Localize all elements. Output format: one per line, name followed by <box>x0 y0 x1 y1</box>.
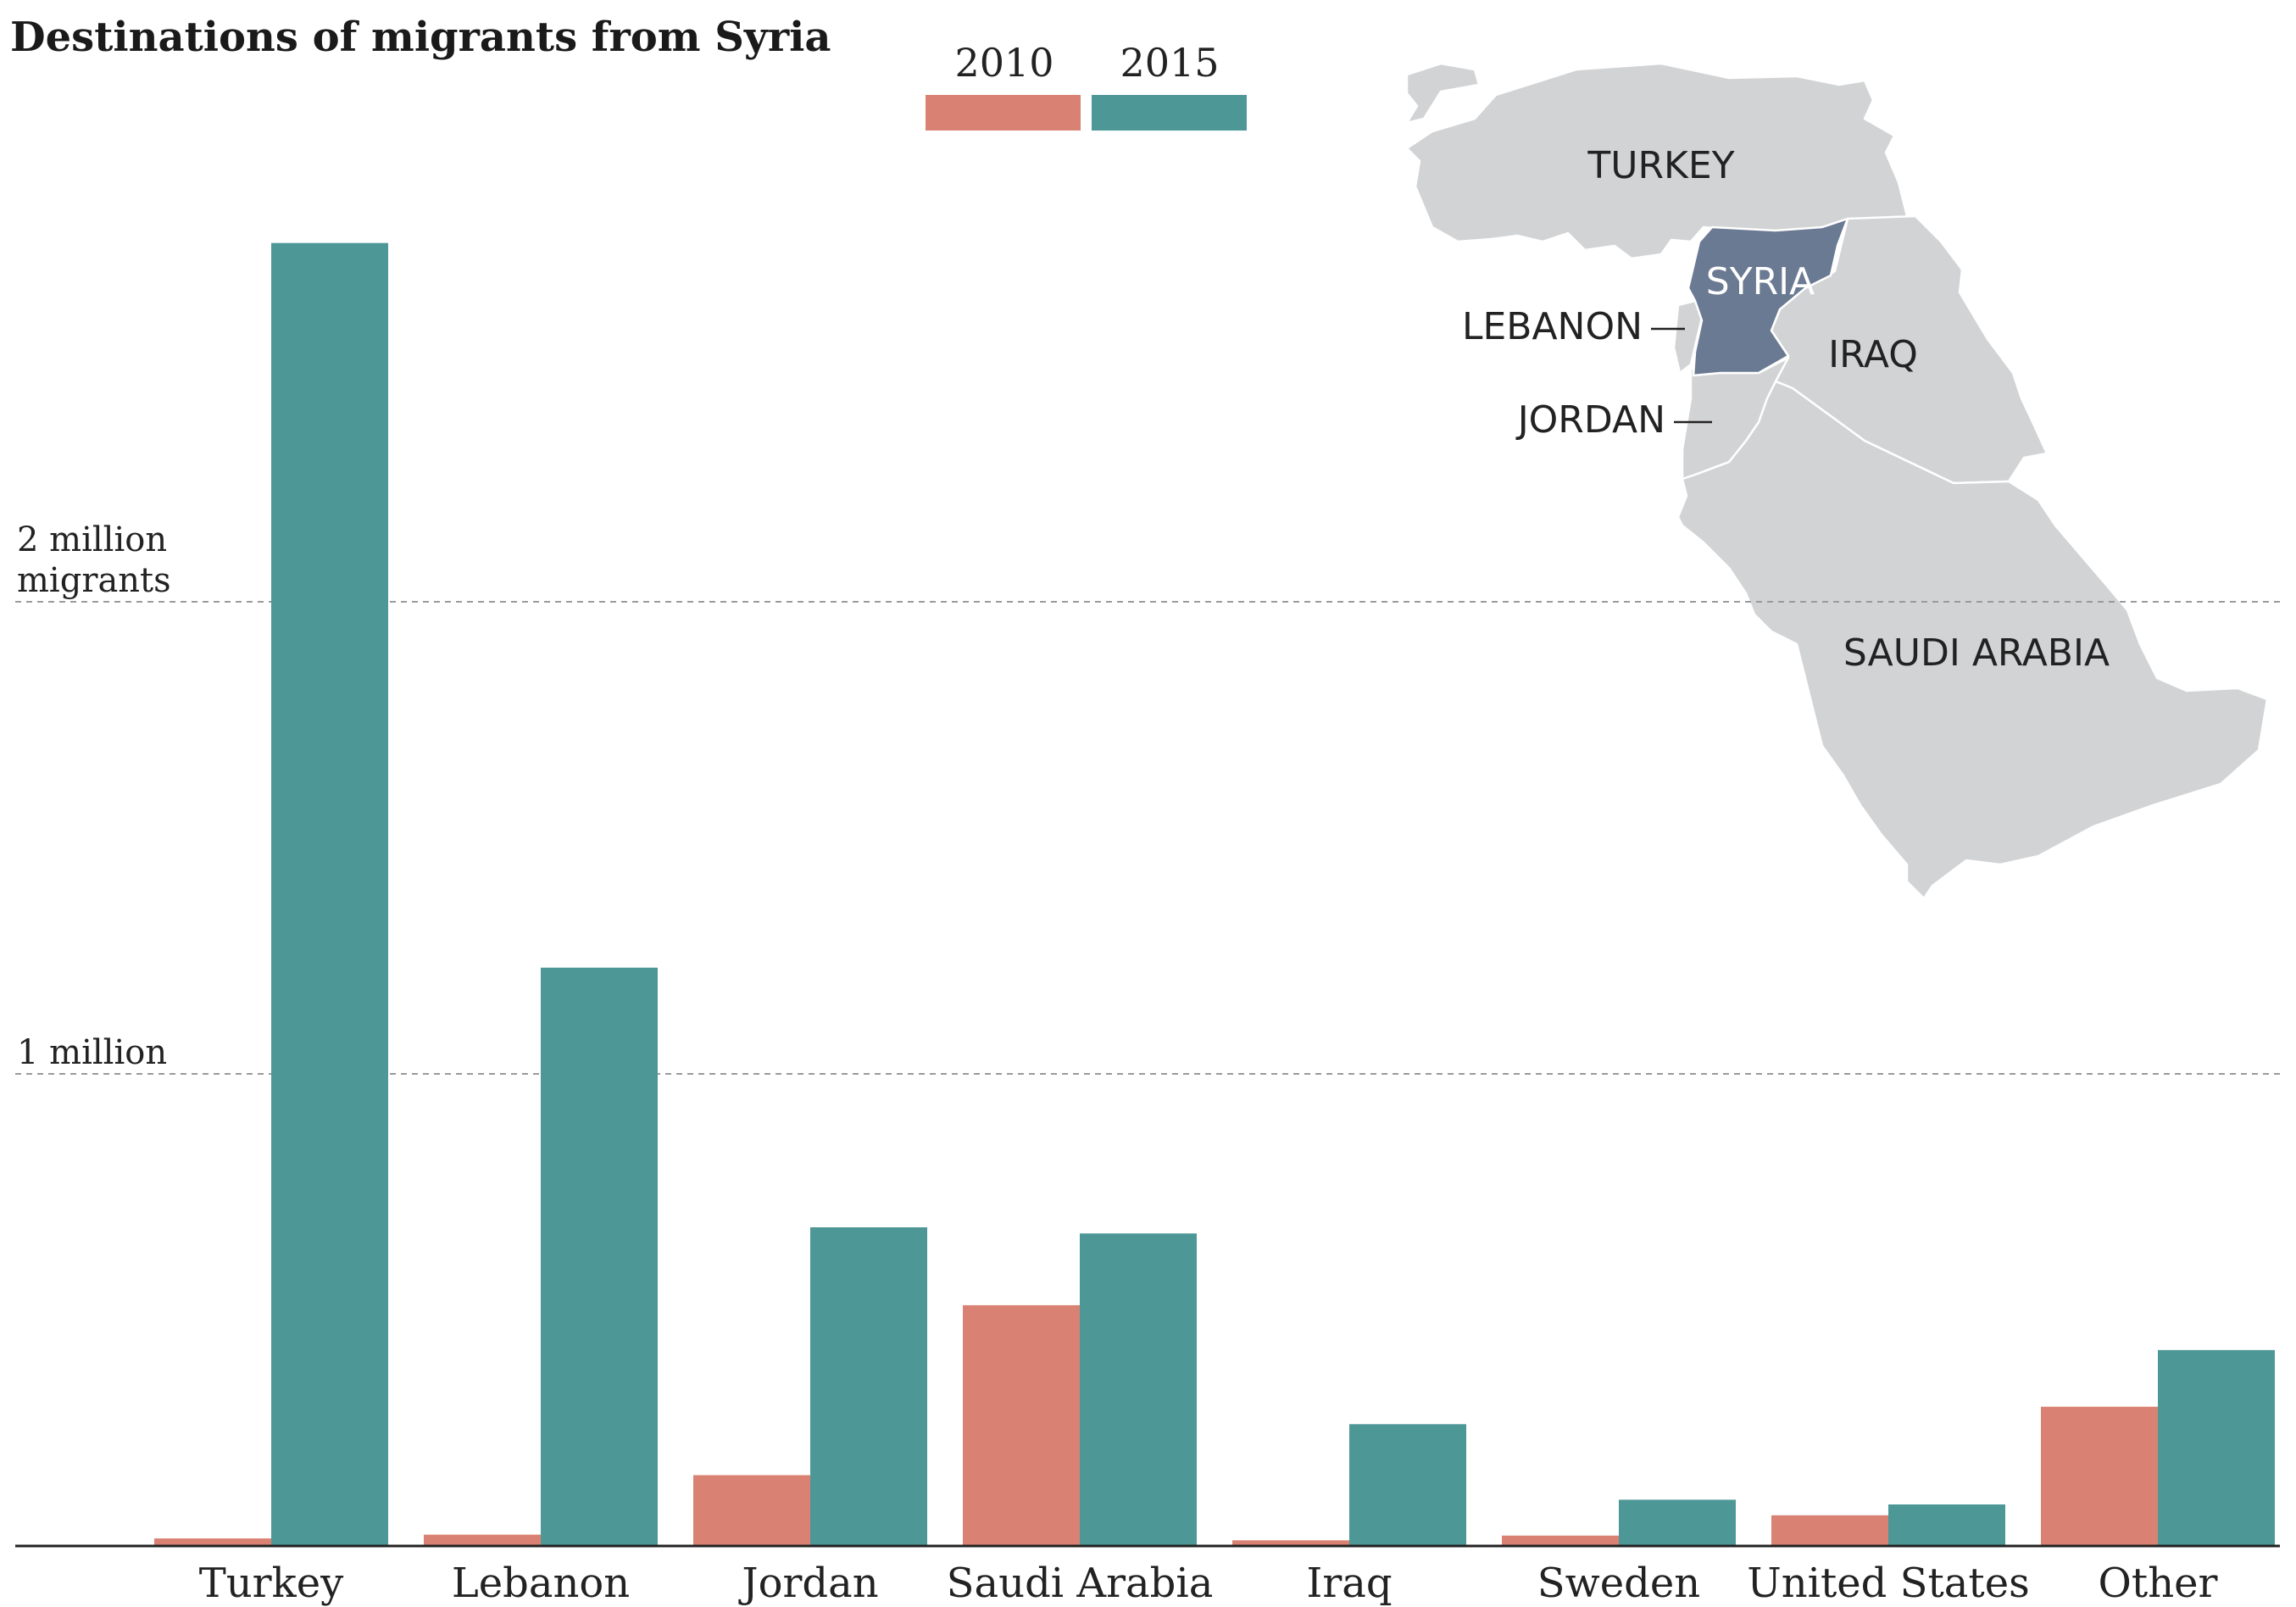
map-syria <box>1687 217 1849 377</box>
map-turkey <box>1405 62 1917 260</box>
bars <box>154 242 2275 1547</box>
bar-2010-united-states <box>1771 1515 1888 1546</box>
x-label-other: Other <box>2099 1560 2218 1607</box>
gridline-label-1-0: 1 million <box>17 1033 167 1072</box>
bar-2010-other <box>2041 1406 2158 1546</box>
bar-2010-sweden <box>1502 1535 1619 1546</box>
bar-2015-other <box>2158 1349 2275 1546</box>
x-label-jordan: Jordan <box>737 1560 878 1607</box>
map-label-lebanon: LEBANON <box>1462 305 1643 348</box>
bar-2015-saudi-arabia <box>1080 1233 1197 1546</box>
gridline-label-0-0: 2 million <box>17 520 167 559</box>
legend-swatch-2015 <box>1092 95 1247 131</box>
chart-title: Destinations of migrants from Syria <box>10 14 831 61</box>
gridline-label-0-1: migrants <box>17 561 171 600</box>
x-label-lebanon: Lebanon <box>452 1560 630 1607</box>
bar-2015-turkey <box>271 242 388 1547</box>
map-label-syria: SYRIA <box>1706 260 1815 303</box>
bar-2010-lebanon <box>424 1534 541 1546</box>
map-label-saudi-arabia: SAUDI ARABIA <box>1843 631 2110 675</box>
bar-2010-jordan <box>693 1475 810 1546</box>
bar-2015-united-states <box>1888 1504 2005 1546</box>
legend-swatch-2010 <box>926 95 1081 131</box>
x-label-united-states: United States <box>1747 1560 2030 1607</box>
map-inset: TURKEY SYRIA IRAQ SAUDI ARABIA LEBANON J… <box>1405 62 2269 900</box>
bar-2010-saudi-arabia <box>963 1304 1080 1546</box>
map-label-turkey: TURKEY <box>1587 144 1734 187</box>
bar-2010-turkey <box>154 1538 271 1546</box>
legend-label-2010: 2010 <box>954 40 1053 86</box>
bar-2015-iraq <box>1349 1424 1466 1546</box>
map-label-jordan: JORDAN <box>1515 398 1665 442</box>
bar-2015-sweden <box>1619 1499 1736 1546</box>
x-label-turkey: Turkey <box>199 1560 343 1607</box>
bar-2010-iraq <box>1232 1540 1349 1546</box>
x-axis-labels: Turkey Lebanon Jordan Saudi Arabia Iraq Swede… <box>199 1560 2218 1607</box>
x-label-iraq: Iraq <box>1306 1560 1392 1607</box>
legend: 2010 2015 <box>926 40 1247 131</box>
x-label-sweden: Sweden <box>1537 1560 1700 1607</box>
legend-label-2015: 2015 <box>1120 40 1219 86</box>
map-label-iraq: IRAQ <box>1828 333 1918 376</box>
map-saudi-arabia <box>1676 380 2269 900</box>
bar-2015-lebanon <box>541 967 658 1546</box>
x-label-saudi-arabia: Saudi Arabia <box>947 1560 1214 1607</box>
bar-2015-jordan <box>810 1227 927 1546</box>
